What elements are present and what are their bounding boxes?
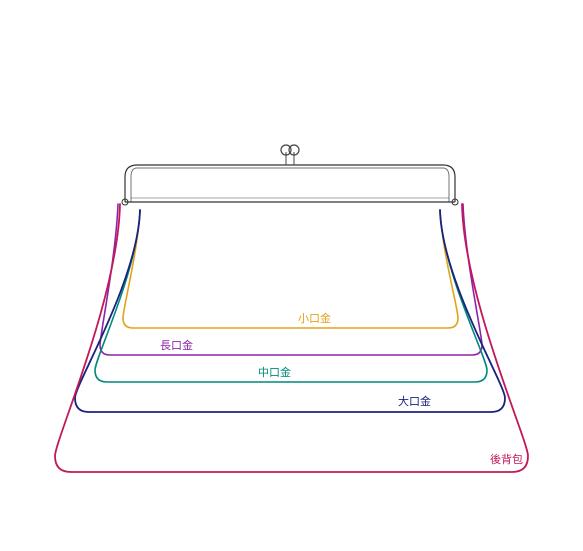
bag-label-small: 小口金 [298,311,331,325]
bag-label-medium: 中口金 [258,365,291,379]
bag-size-diagram: 小口金長口金中口金大口金後背包 [0,0,583,551]
bag-label-long: 長口金 [160,338,193,352]
bag-label-backpack: 後背包 [490,452,523,466]
bag-label-large: 大口金 [398,394,431,408]
bag-outline-small: 小口金 [123,210,458,328]
bag-outline-medium: 中口金 [95,210,487,382]
bag-outline-backpack: 後背包 [55,204,528,472]
purse-frame [122,145,458,205]
bag-outline-long: 長口金 [100,204,482,355]
